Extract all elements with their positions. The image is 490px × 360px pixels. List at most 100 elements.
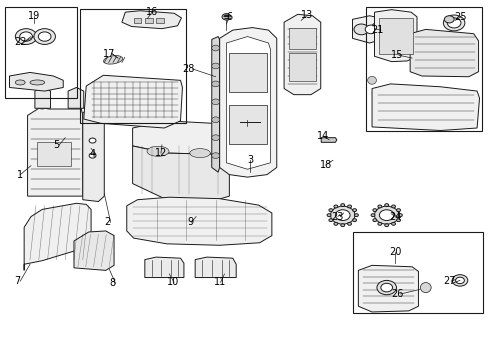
Ellipse shape xyxy=(190,149,210,158)
Circle shape xyxy=(365,25,377,34)
Text: 5: 5 xyxy=(53,140,59,150)
Ellipse shape xyxy=(420,283,431,293)
Text: 11: 11 xyxy=(214,277,226,287)
Polygon shape xyxy=(35,87,50,108)
Text: 27: 27 xyxy=(443,276,456,286)
Polygon shape xyxy=(74,231,114,270)
Polygon shape xyxy=(226,37,270,169)
Circle shape xyxy=(341,224,344,226)
Bar xyxy=(289,53,316,81)
Circle shape xyxy=(331,206,355,224)
Text: 25: 25 xyxy=(455,12,467,22)
Circle shape xyxy=(372,23,382,30)
Text: 8: 8 xyxy=(109,278,115,288)
Polygon shape xyxy=(133,121,229,154)
Ellipse shape xyxy=(30,80,45,85)
Bar xyxy=(4,7,77,98)
Circle shape xyxy=(347,222,351,225)
Circle shape xyxy=(212,153,220,158)
Circle shape xyxy=(334,205,338,208)
Polygon shape xyxy=(27,108,83,196)
Circle shape xyxy=(452,275,468,286)
Circle shape xyxy=(378,205,382,208)
Ellipse shape xyxy=(15,80,25,85)
Polygon shape xyxy=(212,37,220,172)
Circle shape xyxy=(373,209,377,212)
Circle shape xyxy=(385,204,389,207)
Text: 1: 1 xyxy=(17,170,24,180)
Text: 7: 7 xyxy=(15,276,21,286)
Bar xyxy=(229,53,268,92)
Circle shape xyxy=(38,32,51,41)
Text: 12: 12 xyxy=(155,148,167,158)
Polygon shape xyxy=(372,84,480,131)
Polygon shape xyxy=(352,16,386,43)
Text: 3: 3 xyxy=(247,155,253,165)
Ellipse shape xyxy=(368,76,376,84)
Polygon shape xyxy=(195,257,236,278)
Circle shape xyxy=(329,219,333,222)
Circle shape xyxy=(335,210,350,221)
Polygon shape xyxy=(374,10,417,62)
Circle shape xyxy=(212,117,220,123)
Circle shape xyxy=(353,209,357,212)
Circle shape xyxy=(444,16,454,23)
Circle shape xyxy=(396,209,400,212)
Text: 17: 17 xyxy=(103,49,115,59)
Text: 28: 28 xyxy=(183,64,195,74)
Text: 26: 26 xyxy=(391,289,404,299)
Text: 18: 18 xyxy=(319,160,332,170)
Circle shape xyxy=(212,99,220,105)
Circle shape xyxy=(447,18,461,28)
Text: 23: 23 xyxy=(332,212,344,221)
Circle shape xyxy=(353,219,357,222)
Text: 10: 10 xyxy=(167,277,179,287)
Circle shape xyxy=(334,222,338,225)
Polygon shape xyxy=(220,28,277,177)
Text: 13: 13 xyxy=(301,10,314,20)
Bar xyxy=(289,28,316,49)
Text: 14: 14 xyxy=(317,131,329,141)
Circle shape xyxy=(15,29,37,44)
Circle shape xyxy=(377,280,396,295)
Polygon shape xyxy=(127,197,272,245)
Polygon shape xyxy=(122,11,181,29)
Polygon shape xyxy=(358,265,418,312)
Circle shape xyxy=(341,204,344,207)
Text: 21: 21 xyxy=(372,25,384,35)
Polygon shape xyxy=(410,30,479,77)
Ellipse shape xyxy=(147,146,169,156)
Circle shape xyxy=(212,45,220,51)
Text: 16: 16 xyxy=(146,7,158,17)
Circle shape xyxy=(398,214,402,217)
Circle shape xyxy=(392,205,395,208)
Circle shape xyxy=(381,283,392,292)
Circle shape xyxy=(456,277,465,284)
Circle shape xyxy=(385,224,389,226)
Circle shape xyxy=(224,15,229,19)
Circle shape xyxy=(443,15,465,31)
Circle shape xyxy=(222,14,231,20)
Bar xyxy=(366,7,483,131)
Circle shape xyxy=(34,29,55,44)
Circle shape xyxy=(371,214,375,217)
Circle shape xyxy=(212,135,220,140)
Circle shape xyxy=(378,222,382,225)
Circle shape xyxy=(354,214,358,217)
Text: 19: 19 xyxy=(28,11,40,21)
Bar xyxy=(145,18,153,23)
Circle shape xyxy=(89,153,96,158)
Text: 24: 24 xyxy=(389,212,402,221)
Circle shape xyxy=(327,214,331,217)
Circle shape xyxy=(20,32,32,41)
Text: 22: 22 xyxy=(14,37,26,47)
Polygon shape xyxy=(24,203,91,270)
Circle shape xyxy=(373,219,377,222)
Polygon shape xyxy=(284,14,321,95)
Bar xyxy=(353,231,483,314)
Bar xyxy=(37,142,71,166)
Ellipse shape xyxy=(103,56,122,64)
Text: 2: 2 xyxy=(104,217,110,227)
Circle shape xyxy=(379,210,394,221)
Text: 6: 6 xyxy=(226,12,232,22)
